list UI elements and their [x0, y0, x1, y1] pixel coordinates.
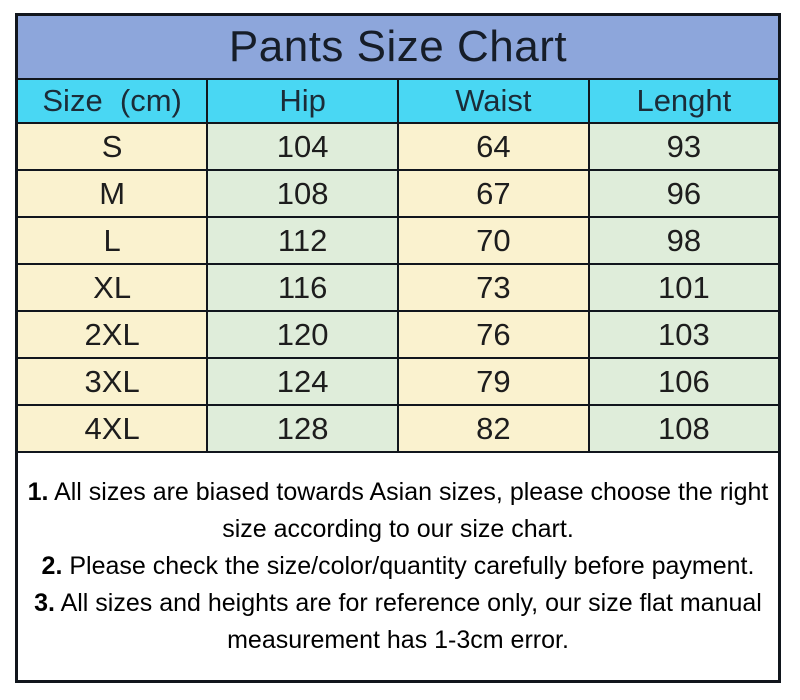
waist-cell: 70 — [397, 216, 590, 265]
note-text: All sizes are biased towards Asian sizes… — [48, 478, 769, 543]
waist-cell: 76 — [397, 310, 590, 359]
hip-cell: 112 — [206, 216, 399, 265]
notes-row: 1. All sizes are biased towards Asian si… — [15, 451, 781, 683]
table-row-xl: XL 116 73 101 — [15, 263, 781, 312]
length-cell: 106 — [587, 357, 781, 406]
note-number: 2. — [41, 552, 63, 580]
waist-cell: 73 — [397, 263, 590, 312]
waist-cell: 64 — [397, 122, 590, 171]
notes-section: 1. All sizes are biased towards Asian si… — [15, 451, 781, 683]
table-row-l: L 112 70 98 — [15, 216, 781, 265]
hip-cell: 120 — [206, 310, 399, 359]
waist-cell: 67 — [397, 169, 590, 218]
size-cell: 4XL — [15, 404, 209, 453]
length-cell: 96 — [587, 169, 781, 218]
size-cell: XL — [15, 263, 209, 312]
table-row-3xl: 3XL 124 79 106 — [15, 357, 781, 406]
hip-cell: 116 — [206, 263, 399, 312]
column-header-size: Size (cm) — [15, 78, 209, 124]
length-cell: 103 — [587, 310, 781, 359]
hip-cell: 124 — [206, 357, 399, 406]
length-cell: 108 — [587, 404, 781, 453]
size-cell: M — [15, 169, 209, 218]
pants-size-table: Pants Size Chart Size (cm) Hip Waist Len… — [15, 13, 781, 683]
header-row: Size (cm) Hip Waist Lenght — [15, 78, 781, 124]
column-header-waist: Waist — [397, 78, 590, 124]
column-header-hip: Hip — [206, 78, 399, 124]
chart-title: Pants Size Chart — [15, 13, 781, 80]
size-cell: 2XL — [15, 310, 209, 359]
note-number: 1. — [27, 478, 49, 506]
hip-cell: 128 — [206, 404, 399, 453]
table-row-4xl: 4XL 128 82 108 — [15, 404, 781, 453]
table-row-m: M 108 67 96 — [15, 169, 781, 218]
length-cell: 93 — [587, 122, 781, 171]
table-row-s: S 104 64 93 — [15, 122, 781, 171]
size-cell: 3XL — [15, 357, 209, 406]
note-line-2: 2. Please check the size/color/quantity … — [19, 548, 778, 585]
table-row-2xl: 2XL 120 76 103 — [15, 310, 781, 359]
note-line-1: 1. All sizes are biased towards Asian si… — [19, 474, 778, 548]
size-cell: S — [15, 122, 209, 171]
hip-cell: 108 — [206, 169, 399, 218]
note-text: All sizes and heights are for reference … — [55, 589, 762, 654]
note-line-3: 3. All sizes and heights are for referen… — [19, 585, 778, 659]
note-text: Please check the size/color/quantity car… — [62, 552, 755, 580]
size-cell: L — [15, 216, 209, 265]
length-cell: 101 — [587, 263, 781, 312]
hip-cell: 104 — [206, 122, 399, 171]
waist-cell: 82 — [397, 404, 590, 453]
column-header-length: Lenght — [587, 78, 781, 124]
waist-cell: 79 — [397, 357, 590, 406]
length-cell: 98 — [587, 216, 781, 265]
note-number: 3. — [34, 589, 55, 617]
title-row: Pants Size Chart — [15, 13, 781, 80]
